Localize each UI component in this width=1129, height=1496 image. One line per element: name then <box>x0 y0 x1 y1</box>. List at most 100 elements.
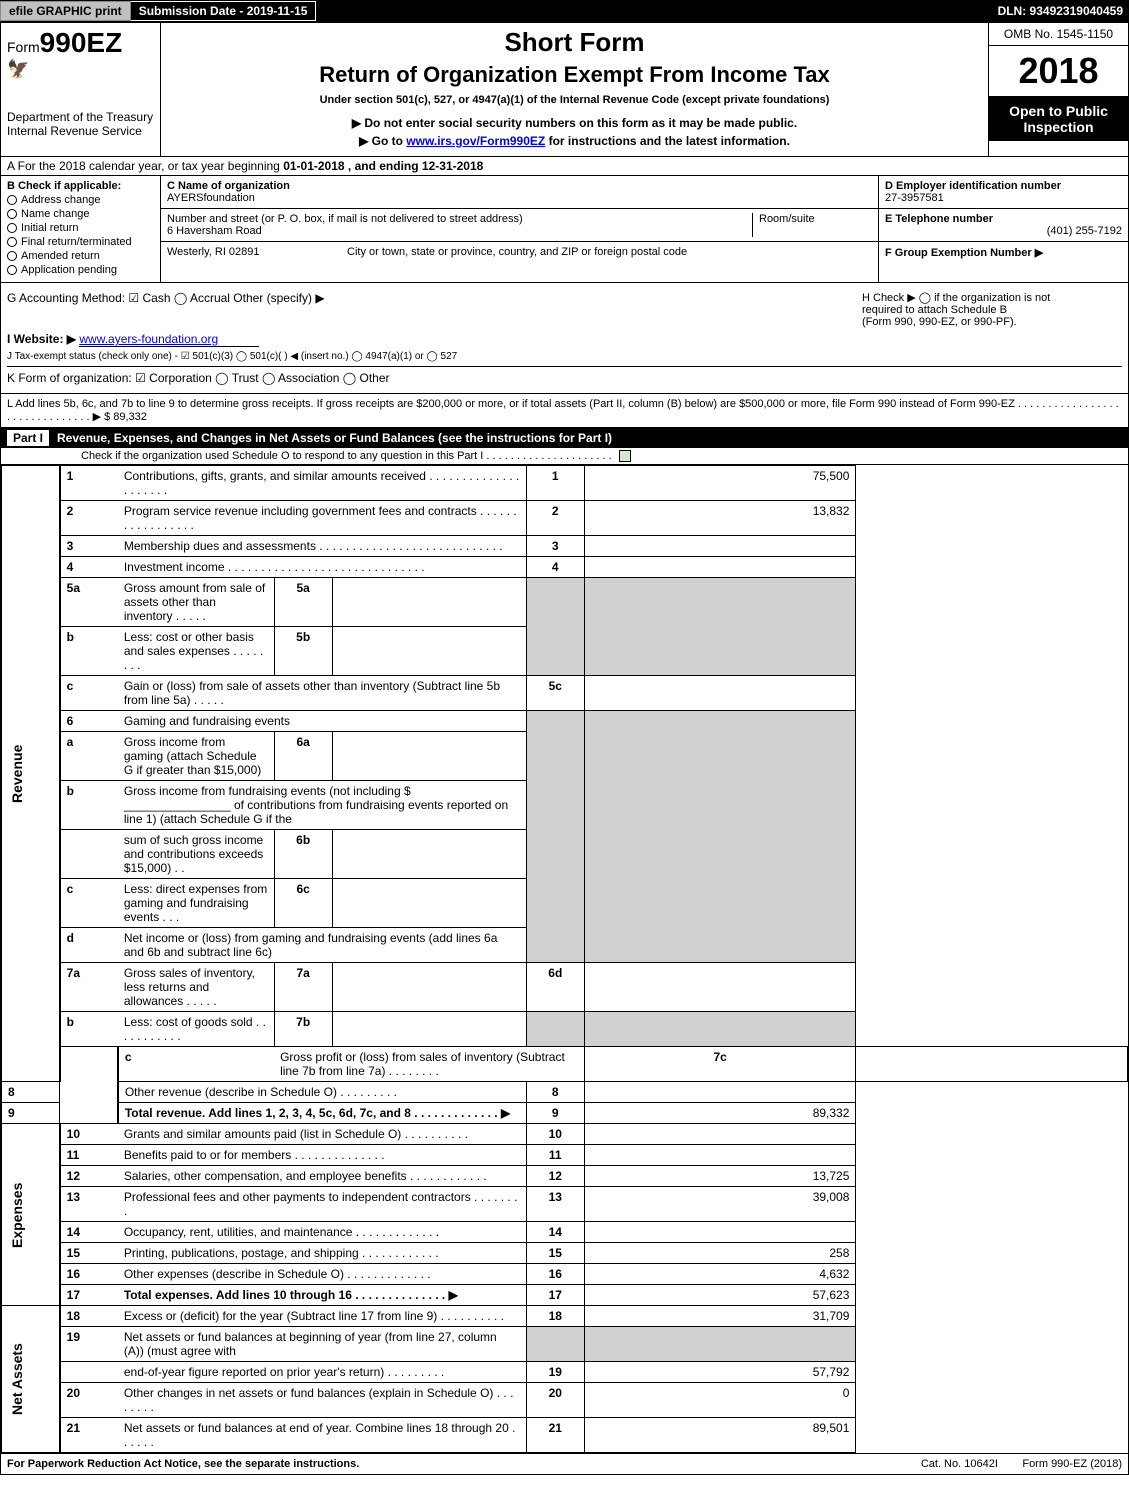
line-desc: Less: cost or other basis and sales expe… <box>118 627 274 676</box>
part-1-checkbox[interactable] <box>619 450 631 462</box>
shaded-cell <box>526 711 584 963</box>
line-amount <box>584 1082 856 1103</box>
line-num: a <box>60 732 118 781</box>
line-amount <box>584 536 856 557</box>
line-num: 14 <box>60 1222 118 1243</box>
chk-name-change: Name change <box>21 208 90 220</box>
line-amount: 57,792 <box>584 1362 856 1383</box>
line-desc: Net assets or fund balances at beginning… <box>118 1327 526 1362</box>
line-ref: 21 <box>526 1418 584 1453</box>
line-ref: 14 <box>526 1222 584 1243</box>
form-title-block: Short Form Return of Organization Exempt… <box>161 23 988 156</box>
line-desc: Other changes in net assets or fund bala… <box>118 1383 526 1418</box>
line-ref: 13 <box>526 1187 584 1222</box>
line-amount: 57,623 <box>584 1285 856 1306</box>
checkbox-icon[interactable] <box>7 265 17 275</box>
line-num: 15 <box>60 1243 118 1264</box>
part-1-note: Check if the organization used Schedule … <box>1 448 1128 465</box>
shaded-cell <box>584 578 856 676</box>
line-amount: 13,832 <box>584 501 856 536</box>
line-desc: Gross income from gaming (attach Schedul… <box>118 732 274 781</box>
line-a: A For the 2018 calendar year, or tax yea… <box>1 157 1128 176</box>
line-num: 19 <box>60 1327 118 1362</box>
line-num <box>60 1362 118 1383</box>
line-amount: 89,332 <box>584 1103 856 1124</box>
line-amount <box>584 1222 856 1243</box>
org-name-label: C Name of organization <box>167 180 872 192</box>
room-label: Room/suite <box>759 213 872 225</box>
sub-amount <box>332 879 526 928</box>
line-num: 13 <box>60 1187 118 1222</box>
block-b-c-d: B Check if applicable: Address change Na… <box>1 176 1128 283</box>
line-num: 3 <box>60 536 118 557</box>
line-k: K Form of organization: ☑ Corporation ◯ … <box>7 366 1122 385</box>
line-amount: 13,725 <box>584 1166 856 1187</box>
line-num: c <box>60 676 118 711</box>
website-link[interactable]: www.ayers-foundation.org <box>79 332 259 347</box>
shaded-cell <box>526 1327 584 1362</box>
line-i-label: I Website: ▶ <box>7 332 76 346</box>
line-desc: Benefits paid to or for members . . . . … <box>118 1145 526 1166</box>
sub-ref: 7b <box>274 1012 332 1047</box>
line-num: 6 <box>60 711 118 732</box>
line-num: b <box>60 781 118 830</box>
line-desc: Less: direct expenses from gaming and fu… <box>118 879 274 928</box>
footer-catno: Cat. No. 10642I <box>921 1458 998 1470</box>
line-num <box>60 830 118 879</box>
revenue-side-label: Revenue <box>2 466 60 1082</box>
org-name: AYERSfoundation <box>167 192 872 204</box>
sub-amount <box>332 830 526 879</box>
revenue-side-cont <box>60 1047 118 1124</box>
line-ref: 19 <box>526 1362 584 1383</box>
box-c: C Name of organization AYERSfoundation N… <box>161 176 878 282</box>
sub-ref: 6b <box>274 830 332 879</box>
line-ref: 1 <box>526 466 584 501</box>
line-amount: 0 <box>584 1383 856 1418</box>
line-num: b <box>60 1012 118 1047</box>
efile-print-button[interactable]: efile GRAPHIC print <box>0 1 131 21</box>
form-header: Form990EZ 🦅 Department of the Treasury I… <box>1 23 1128 157</box>
lines-g-through-k: G Accounting Method: ☑ Cash ◯ Accrual Ot… <box>1 283 1128 394</box>
sub-amount <box>332 578 526 627</box>
eagle-icon: 🦅 <box>7 59 154 80</box>
checkbox-icon[interactable] <box>7 237 17 247</box>
chk-final-return: Final return/terminated <box>21 236 132 248</box>
line-num: 8 <box>2 1082 60 1103</box>
checkbox-icon[interactable] <box>7 209 17 219</box>
form-number: 990EZ <box>40 27 123 58</box>
line-desc: Other revenue (describe in Schedule O) .… <box>118 1082 526 1103</box>
line-desc: Gain or (loss) from sale of assets other… <box>118 676 526 711</box>
ein-value: 27-3957581 <box>885 192 1122 204</box>
tax-year: 2018 <box>989 46 1128 97</box>
chk-application-pending: Application pending <box>21 264 117 276</box>
line-num: 7a <box>60 963 118 1012</box>
form-container: Form990EZ 🦅 Department of the Treasury I… <box>0 22 1129 1475</box>
line-a-mid: , and ending <box>348 159 422 173</box>
checkbox-icon[interactable] <box>7 195 17 205</box>
box-h-line3: (Form 990, 990-EZ, or 990-PF). <box>862 316 1122 328</box>
line-l-text: L Add lines 5b, 6c, and 7b to line 9 to … <box>7 398 1119 423</box>
checkbox-icon[interactable] <box>7 223 17 233</box>
line-ref: 3 <box>526 536 584 557</box>
line-num: c <box>118 1047 274 1082</box>
sub-ref: 6a <box>274 732 332 781</box>
shaded-cell <box>526 1012 584 1047</box>
line-desc: Total revenue. Add lines 1, 2, 3, 4, 5c,… <box>118 1103 526 1124</box>
form-meta-block: OMB No. 1545-1150 2018 Open to Public In… <box>988 23 1128 156</box>
checkbox-icon[interactable] <box>7 251 17 261</box>
line-ref: 20 <box>526 1383 584 1418</box>
line-num: 5a <box>60 578 118 627</box>
phone-value: (401) 255-7192 <box>885 225 1122 237</box>
no-ssn-note: ▶ Do not enter social security numbers o… <box>167 116 982 130</box>
sub-amount <box>332 1012 526 1047</box>
line-j: J Tax-exempt status (check only one) - ☑… <box>7 351 1122 362</box>
return-title: Return of Organization Exempt From Incom… <box>167 62 982 88</box>
submission-date-label: Submission Date - 2019-11-15 <box>131 1 317 21</box>
line-ref: 6d <box>526 963 584 1012</box>
sub-amount <box>332 963 526 1012</box>
line-desc: Investment income . . . . . . . . . . . … <box>118 557 526 578</box>
irs-link[interactable]: www.irs.gov/Form990EZ <box>406 134 545 148</box>
line-desc: Net assets or fund balances at end of ye… <box>118 1418 526 1453</box>
goto-note: ▶ Go to www.irs.gov/Form990EZ for instru… <box>167 134 982 148</box>
line-desc: Excess or (deficit) for the year (Subtra… <box>118 1306 526 1327</box>
